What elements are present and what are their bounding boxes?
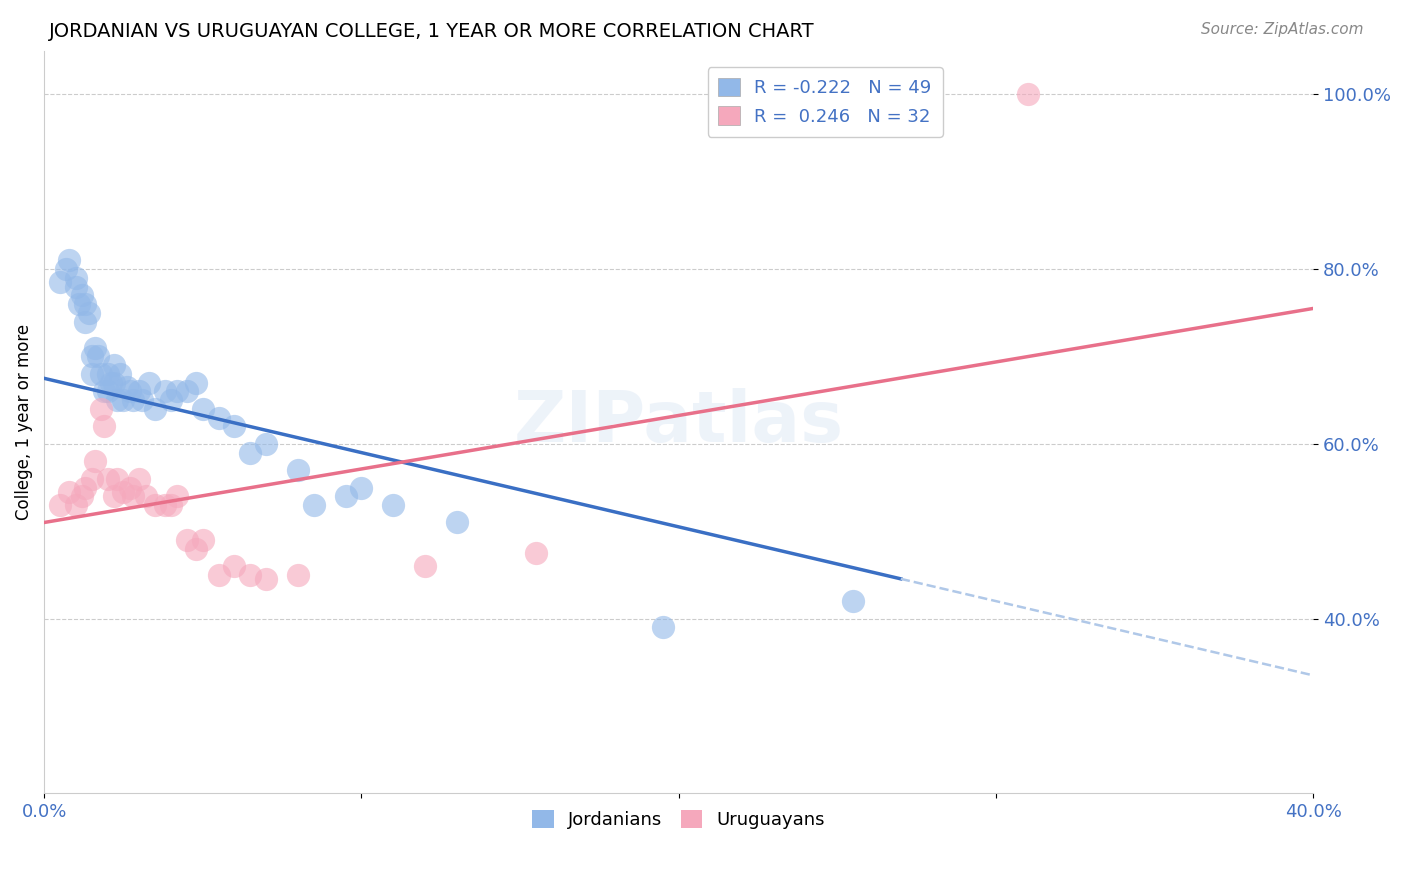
Point: [302, 498, 325, 512]
Point: [239, 445, 262, 459]
Point: [128, 472, 150, 486]
Point: [287, 568, 309, 582]
Point: [143, 498, 166, 512]
Point: [65, 270, 87, 285]
Point: [191, 533, 214, 547]
Point: [446, 516, 468, 530]
Point: [70, 489, 93, 503]
Point: [87, 350, 110, 364]
Point: [49, 498, 72, 512]
Point: [110, 367, 132, 381]
Y-axis label: College, 1 year or more: College, 1 year or more: [15, 324, 32, 520]
Point: [382, 498, 405, 512]
Point: [207, 410, 229, 425]
Point: [254, 572, 277, 586]
Point: [77, 306, 100, 320]
Text: ZIPatlas: ZIPatlas: [513, 387, 844, 457]
Point: [93, 384, 115, 399]
Point: [122, 393, 145, 408]
Point: [153, 498, 176, 512]
Point: [160, 498, 183, 512]
Point: [153, 384, 176, 399]
Text: JORDANIAN VS URUGUAYAN COLLEGE, 1 YEAR OR MORE CORRELATION CHART: JORDANIAN VS URUGUAYAN COLLEGE, 1 YEAR O…: [49, 22, 815, 41]
Point: [524, 546, 547, 560]
Point: [186, 541, 208, 556]
Legend: Jordanians, Uruguayans: Jordanians, Uruguayans: [524, 803, 832, 837]
Point: [105, 472, 128, 486]
Point: [287, 463, 309, 477]
Point: [75, 314, 97, 328]
Point: [97, 384, 120, 399]
Point: [65, 279, 87, 293]
Point: [103, 358, 125, 372]
Point: [122, 489, 145, 503]
Point: [207, 568, 229, 582]
Point: [49, 275, 72, 289]
Point: [335, 489, 357, 503]
Point: [224, 419, 246, 434]
Point: [118, 481, 141, 495]
Point: [93, 419, 115, 434]
Point: [138, 376, 160, 390]
Point: [75, 481, 97, 495]
Point: [83, 341, 105, 355]
Point: [70, 288, 93, 302]
Point: [80, 367, 103, 381]
Point: [413, 559, 436, 574]
Point: [97, 367, 120, 381]
Point: [58, 484, 80, 499]
Point: [191, 401, 214, 416]
Point: [75, 297, 97, 311]
Point: [176, 384, 198, 399]
Point: [58, 253, 80, 268]
Point: [118, 384, 141, 399]
Text: Source: ZipAtlas.com: Source: ZipAtlas.com: [1201, 22, 1364, 37]
Point: [135, 489, 157, 503]
Point: [239, 568, 262, 582]
Point: [105, 393, 128, 408]
Point: [100, 376, 122, 390]
Point: [55, 262, 77, 277]
Point: [90, 367, 112, 381]
Point: [166, 489, 188, 503]
Point: [83, 454, 105, 468]
Point: [186, 376, 208, 390]
Point: [103, 376, 125, 390]
Point: [166, 384, 188, 399]
Point: [651, 620, 673, 634]
Point: [67, 297, 90, 311]
Point: [90, 401, 112, 416]
Point: [97, 472, 120, 486]
Point: [224, 559, 246, 574]
Point: [103, 489, 125, 503]
Point: [842, 594, 865, 608]
Point: [80, 472, 103, 486]
Point: [115, 380, 138, 394]
Point: [65, 498, 87, 512]
Point: [128, 384, 150, 399]
Point: [254, 437, 277, 451]
Point: [131, 393, 153, 408]
Point: [160, 393, 183, 408]
Point: [112, 484, 135, 499]
Point: [143, 401, 166, 416]
Point: [80, 350, 103, 364]
Point: [1017, 87, 1039, 102]
Point: [350, 481, 373, 495]
Point: [112, 393, 135, 408]
Point: [176, 533, 198, 547]
